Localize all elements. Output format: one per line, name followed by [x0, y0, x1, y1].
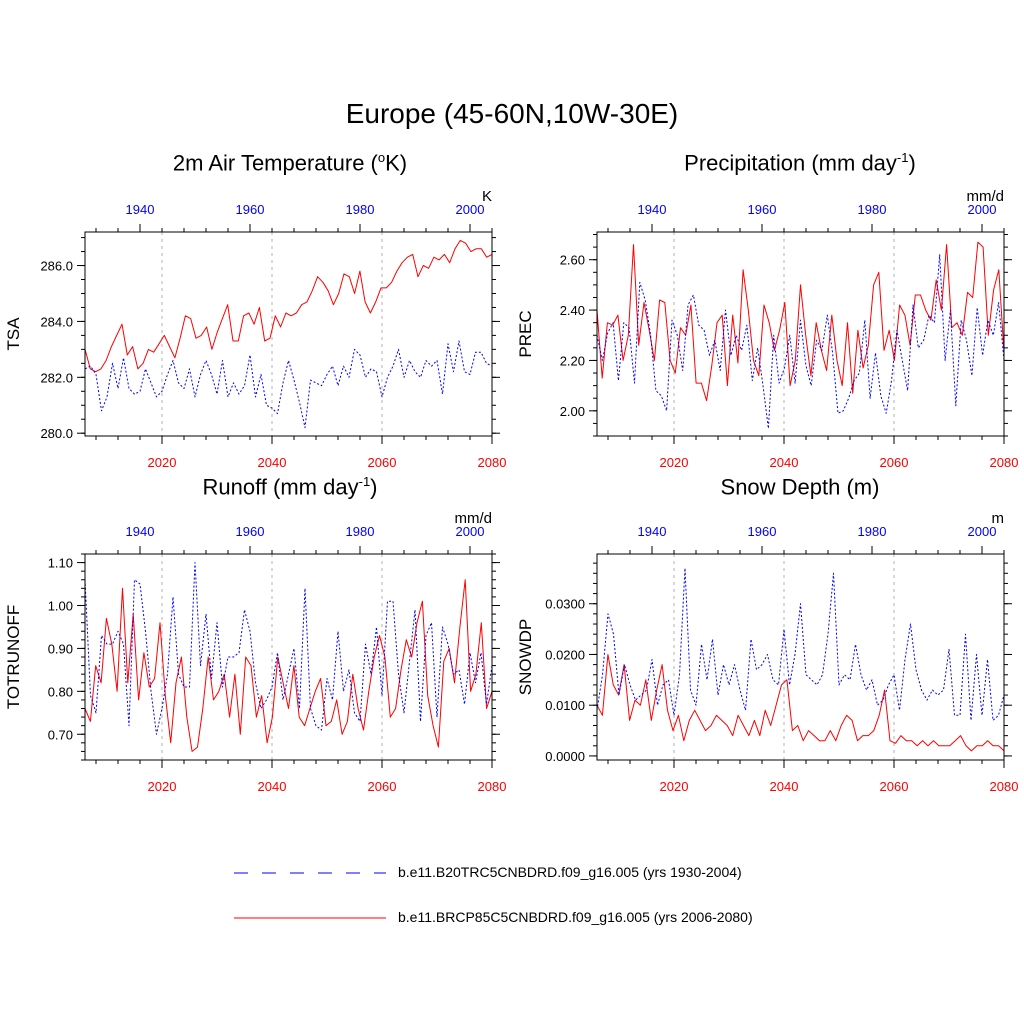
xtick-label-top-tsa-1960: 1960 [236, 202, 265, 217]
ytick-label-prec: 2.20 [560, 353, 585, 368]
ytick-label-prec: 2.00 [560, 404, 585, 419]
ylabel-snow: SNOWDP [516, 619, 535, 696]
ytick-label-prec: 2.40 [560, 303, 585, 318]
panel-title-prec: Precipitation (mm day-1) [570, 150, 1024, 176]
ytick-label-tsa: 280.0 [40, 426, 73, 441]
xtick-label-top-runoff-1980: 1980 [346, 524, 375, 539]
units-label-snow: m [992, 510, 1005, 527]
xtick-label-top-prec-2000: 2000 [968, 202, 997, 217]
ytick-label-runoff: 1.10 [48, 556, 73, 571]
ytick-label-prec: 2.60 [560, 253, 585, 268]
ytick-label-tsa: 286.0 [40, 259, 73, 274]
xtick-label-top-prec-1940: 1940 [638, 202, 667, 217]
ytick-label-runoff: 0.70 [48, 727, 73, 742]
xtick-label-bottom-tsa-2080: 2080 [478, 455, 507, 470]
legend-entry-historical: b.e11.B20TRC5CNBDRD.f09_g16.005 (yrs 193… [230, 858, 830, 888]
panel-runoff: 0.70 0.80 0.90 1.00 1.10 TOTRUNOFF 2020 2040 206… [4, 510, 506, 794]
ylabel-runoff: TOTRUNOFF [4, 605, 23, 710]
xtick-label-bottom-tsa-2060: 2060 [368, 455, 397, 470]
xtick-label-bottom-tsa-2040: 2040 [258, 455, 287, 470]
panel-title-snow: Snow Depth (m) [570, 474, 1024, 500]
legend-entry-future: b.e11.BRCP85C5CNBDRD.f09_g16.005 (yrs 20… [230, 903, 830, 933]
series-line-snow-future [596, 654, 1005, 752]
xtick-label-top-prec-1980: 1980 [858, 202, 887, 217]
xtick-label-top-runoff-1960: 1960 [236, 524, 265, 539]
legend-label-future: b.e11.BRCP85C5CNBDRD.f09_g16.005 (yrs 20… [398, 909, 753, 925]
ytick-label-snow: 0.0000 [545, 749, 585, 764]
xtick-label-bottom-prec-2020: 2020 [660, 455, 689, 470]
xtick-label-top-tsa-1940: 1940 [126, 202, 155, 217]
plot-frame-runoff [84, 553, 493, 761]
units-label-tsa: K [482, 188, 492, 205]
ylabel-prec: PREC [516, 310, 535, 357]
panel-tsa: 280.0 282.0 284.0 286.0 TSA 2020 2040 2060 2080 1… [4, 188, 506, 470]
plot-frame-prec [596, 231, 1005, 437]
panel-snow: 0.0000 0.0100 0.0200 0.0300 SNOWDP 2020 2040 20… [516, 510, 1018, 794]
ytick-label-snow: 0.0100 [545, 698, 585, 713]
xtick-label-top-snow-1940: 1940 [638, 524, 667, 539]
series-line-tsa-future [84, 239, 493, 373]
ytick-label-snow: 0.0200 [545, 647, 585, 662]
plot-frame-tsa [84, 231, 493, 437]
panel-title-tsa-main: 2m Air Temperature ( [172, 150, 378, 176]
xtick-label-bottom-snow-2020: 2020 [660, 779, 689, 794]
series-line-tsa-historical [84, 340, 493, 429]
panel-title-prec-tail: ) [908, 150, 916, 176]
legend-swatch-historical [234, 872, 386, 874]
panel-title-prec-sup: -1 [896, 150, 909, 165]
xtick-label-top-snow-2000: 2000 [968, 524, 997, 539]
legend-label-historical: b.e11.B20TRC5CNBDRD.f09_g16.005 (yrs 193… [398, 864, 742, 880]
xtick-label-bottom-runoff-2080: 2080 [478, 779, 507, 794]
panel-title-prec-main: Precipitation (mm day [684, 150, 897, 176]
xtick-label-bottom-prec-2080: 2080 [990, 455, 1019, 470]
xtick-label-bottom-runoff-2020: 2020 [148, 779, 177, 794]
panel-title-runoff-sup: -1 [358, 474, 371, 489]
xtick-label-top-snow-1980: 1980 [858, 524, 887, 539]
panel-title-runoff-tail: ) [370, 474, 378, 500]
xtick-label-top-tsa-1980: 1980 [346, 202, 375, 217]
legend-swatch-future [234, 917, 386, 919]
panel-title-tsa-tail: K) [385, 150, 408, 176]
xtick-label-bottom-snow-2060: 2060 [880, 779, 909, 794]
ytick-label-snow: 0.0300 [545, 597, 585, 612]
xtick-label-bottom-tsa-2020: 2020 [148, 455, 177, 470]
ytick-label-runoff: 0.90 [48, 641, 73, 656]
xtick-label-top-prec-1960: 1960 [748, 202, 777, 217]
series-line-snow-historical [596, 567, 1005, 721]
ytick-label-tsa: 282.0 [40, 370, 73, 385]
units-label-prec: mm/d [967, 188, 1005, 205]
panel-prec: 2.00 2.20 2.40 2.60 PREC 2020 2040 2060 2080 1940… [516, 188, 1018, 470]
panels-group: 280.0 282.0 284.0 286.0 TSA 2020 2040 2060 2080 1… [4, 188, 1018, 794]
series-line-runoff-historical [84, 562, 493, 735]
xtick-label-bottom-runoff-2040: 2040 [258, 779, 287, 794]
ytick-label-runoff: 0.80 [48, 684, 73, 699]
figure-title: Europe (45-60N,10W-30E) [345, 98, 679, 129]
units-label-runoff: mm/d [455, 510, 493, 527]
xtick-label-bottom-runoff-2060: 2060 [368, 779, 397, 794]
xtick-label-bottom-snow-2080: 2080 [990, 779, 1019, 794]
xtick-label-bottom-snow-2040: 2040 [770, 779, 799, 794]
xtick-label-top-runoff-2000: 2000 [456, 524, 485, 539]
panel-title-snow-main: Snow Depth (m) [720, 474, 880, 500]
panel-title-runoff: Runoff (mm day-1) [60, 474, 520, 500]
ytick-label-runoff: 1.00 [48, 599, 73, 614]
xtick-label-top-runoff-1940: 1940 [126, 524, 155, 539]
ylabel-tsa: TSA [4, 317, 23, 351]
xtick-label-top-snow-1960: 1960 [748, 524, 777, 539]
panel-title-tsa: 2m Air Temperature (oK) [60, 150, 520, 176]
xtick-label-bottom-prec-2040: 2040 [770, 455, 799, 470]
xtick-label-top-tsa-2000: 2000 [456, 202, 485, 217]
series-line-prec-future [596, 241, 1005, 402]
panel-title-runoff-main: Runoff (mm day [202, 474, 359, 500]
ytick-label-tsa: 284.0 [40, 314, 73, 329]
xtick-label-bottom-prec-2060: 2060 [880, 455, 909, 470]
series-line-runoff-future [84, 579, 493, 752]
series-line-prec-historical [596, 254, 1005, 429]
panel-title-tsa-sup: o [377, 150, 386, 165]
plot-frame-snow [596, 553, 1005, 761]
